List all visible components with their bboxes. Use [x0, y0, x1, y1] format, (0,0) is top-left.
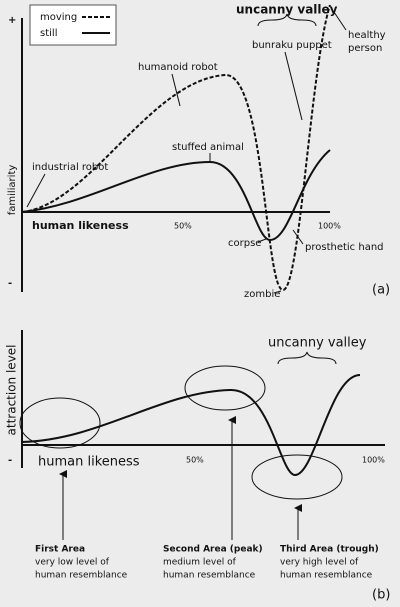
- label: corpse: [228, 238, 261, 249]
- label: prosthetic hand: [305, 242, 384, 253]
- area-ellipse: [251, 454, 343, 500]
- label: stuffed animal: [172, 142, 244, 153]
- leader: [171, 73, 181, 107]
- x-tick: 100%: [362, 456, 385, 465]
- area-desc: human resemblance: [35, 571, 128, 581]
- area-name: Second Area (peak): [163, 545, 263, 555]
- y-label: attraction level: [5, 345, 19, 436]
- x-tick: 50%: [174, 222, 192, 231]
- label: healthy: [348, 30, 386, 41]
- leader: [333, 11, 347, 31]
- valley-title: uncanny valley: [268, 336, 367, 351]
- leader: [284, 51, 303, 121]
- panel-tag: (a): [372, 283, 390, 298]
- panel-a: + - familiarity moving still uncanny val…: [7, 3, 390, 301]
- label: bunraku puppet: [252, 40, 332, 51]
- brace: [257, 13, 317, 27]
- y-label: familiarity: [7, 165, 18, 216]
- x-tick: 100%: [318, 222, 341, 231]
- area-desc: human resemblance: [163, 571, 256, 581]
- panel-tag: (b): [372, 588, 390, 603]
- area-desc: medium level of: [163, 558, 237, 568]
- leader: [292, 229, 304, 245]
- curve: [21, 374, 361, 477]
- x-label: human likeness: [32, 219, 129, 232]
- y-bottom: -: [8, 455, 12, 466]
- leader: [26, 173, 46, 208]
- area-name: Third Area (trough): [280, 545, 379, 555]
- area-desc: human resemblance: [280, 571, 373, 581]
- leader: [257, 238, 267, 243]
- label: zombie: [244, 289, 280, 300]
- valley-title: uncanny valley: [236, 3, 338, 17]
- area-ellipse: [19, 397, 101, 449]
- still-curve: [21, 149, 331, 242]
- area-desc: very high level of: [280, 558, 359, 568]
- area-desc: very low level of: [35, 558, 110, 568]
- axes: [21, 18, 330, 292]
- legend-still: still: [40, 28, 57, 39]
- area-ellipse: [184, 365, 266, 411]
- axes: [21, 330, 385, 468]
- legend-box: [29, 4, 117, 46]
- label: person: [348, 43, 382, 54]
- leader: [273, 290, 282, 294]
- moving-curve: [21, 4, 331, 292]
- area-name: First Area: [35, 545, 85, 555]
- legend-moving: moving: [40, 12, 77, 23]
- brace: [277, 351, 337, 365]
- y-bottom: -: [8, 278, 12, 289]
- x-label: human likeness: [38, 455, 140, 470]
- label: industrial robot: [32, 162, 108, 173]
- label: humanoid robot: [138, 62, 218, 73]
- x-tick: 50%: [186, 456, 204, 465]
- panel-b: - attraction level uncanny valley human …: [5, 330, 390, 603]
- y-top: +: [8, 15, 16, 26]
